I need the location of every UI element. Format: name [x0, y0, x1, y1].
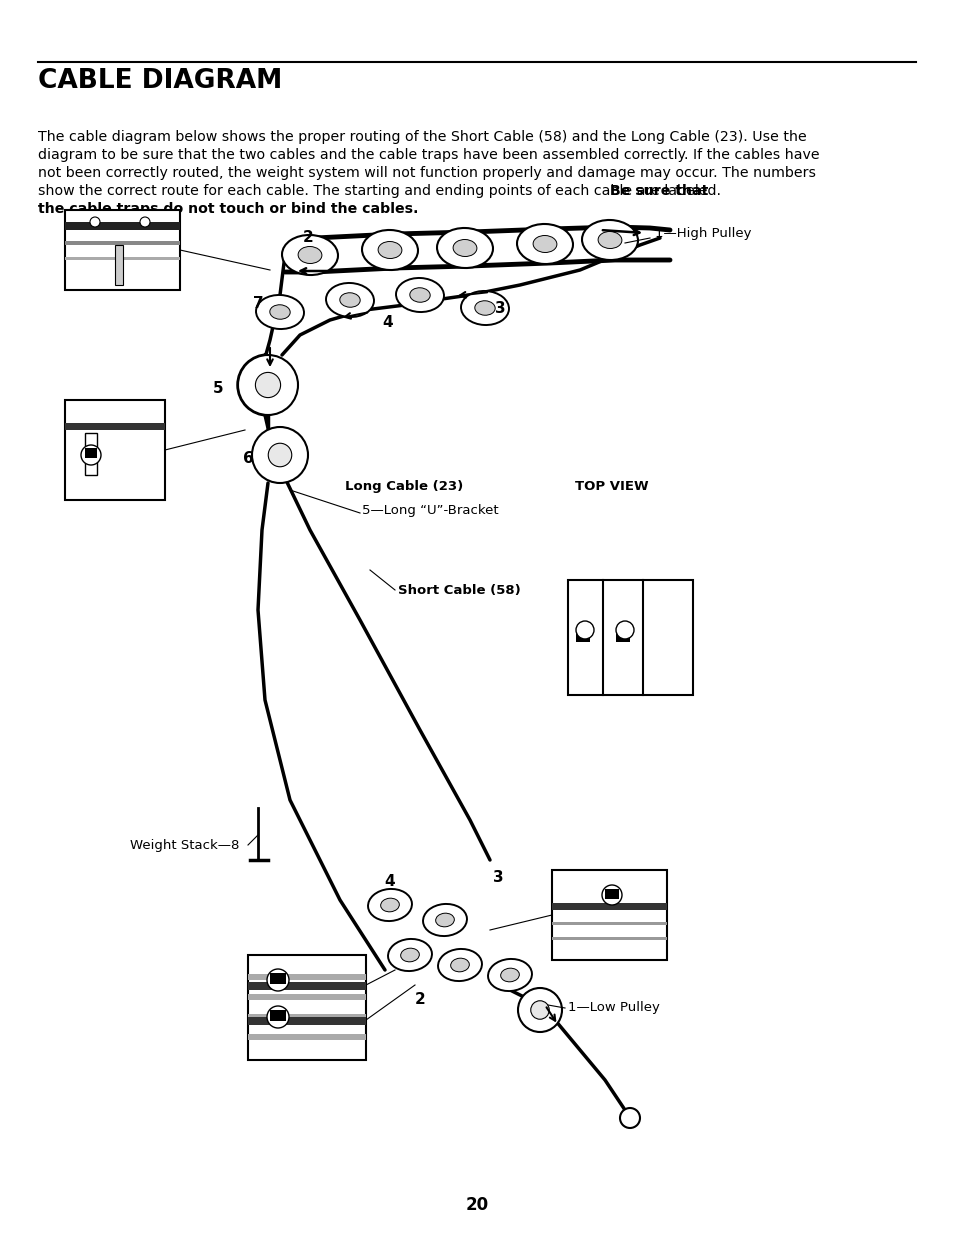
Ellipse shape	[282, 235, 337, 275]
Text: The cable diagram below shows the proper routing of the Short Cable (58) and the: The cable diagram below shows the proper…	[38, 130, 806, 144]
Ellipse shape	[436, 228, 493, 268]
Bar	[65, 257, 180, 261]
Bar	[65, 210, 180, 290]
Ellipse shape	[361, 230, 417, 270]
Bar	[552, 937, 666, 940]
Bar	[248, 994, 366, 1000]
Circle shape	[252, 427, 308, 483]
Ellipse shape	[255, 295, 304, 329]
Bar	[616, 632, 629, 642]
Text: 5—Long “U”-Bracket: 5—Long “U”-Bracket	[361, 504, 498, 516]
Circle shape	[81, 445, 101, 466]
Ellipse shape	[460, 291, 509, 325]
Text: 1—Low Pulley: 1—Low Pulley	[567, 1002, 659, 1014]
Bar	[248, 1014, 366, 1020]
Ellipse shape	[395, 278, 443, 312]
Bar	[552, 869, 666, 960]
Ellipse shape	[270, 305, 290, 319]
Circle shape	[237, 354, 297, 415]
Circle shape	[601, 885, 621, 905]
Bar	[85, 448, 97, 458]
Bar	[248, 974, 366, 981]
Ellipse shape	[410, 288, 430, 303]
Ellipse shape	[488, 958, 532, 990]
Ellipse shape	[453, 240, 476, 257]
Circle shape	[267, 969, 289, 990]
Text: 20: 20	[465, 1195, 488, 1214]
Bar	[248, 1016, 366, 1025]
Text: 3: 3	[492, 871, 503, 885]
Bar	[65, 222, 180, 230]
Text: 2: 2	[302, 230, 313, 245]
Ellipse shape	[533, 236, 557, 252]
Circle shape	[255, 373, 280, 398]
Ellipse shape	[388, 939, 432, 971]
Circle shape	[619, 1108, 639, 1128]
Ellipse shape	[450, 958, 469, 972]
Ellipse shape	[436, 913, 454, 926]
Bar	[604, 889, 618, 899]
Bar	[65, 424, 165, 430]
Bar	[567, 580, 692, 695]
Text: TOP VIEW: TOP VIEW	[575, 479, 648, 493]
Bar	[552, 903, 666, 910]
Circle shape	[576, 621, 594, 638]
Text: 4: 4	[382, 315, 393, 330]
Bar	[270, 1010, 286, 1021]
Ellipse shape	[400, 948, 419, 962]
Bar	[270, 973, 286, 984]
Text: 1—High Pulley: 1—High Pulley	[655, 226, 751, 240]
Ellipse shape	[377, 242, 401, 258]
Text: Long Cable (23): Long Cable (23)	[345, 479, 463, 493]
Bar	[85, 433, 97, 475]
Text: Weight Stack—8: Weight Stack—8	[130, 839, 239, 851]
Ellipse shape	[422, 904, 466, 936]
Text: diagram to be sure that the two cables and the cable traps have been assembled c: diagram to be sure that the two cables a…	[38, 148, 819, 162]
Text: 2: 2	[415, 993, 425, 1008]
Bar	[248, 982, 366, 990]
Ellipse shape	[326, 283, 374, 317]
Bar	[576, 632, 589, 642]
Text: the cable traps do not touch or bind the cables.: the cable traps do not touch or bind the…	[38, 203, 418, 216]
Ellipse shape	[297, 247, 321, 263]
Text: 4: 4	[384, 874, 395, 889]
Bar	[65, 400, 165, 500]
Ellipse shape	[598, 231, 621, 248]
Circle shape	[267, 1007, 289, 1028]
Bar	[248, 1034, 366, 1040]
Ellipse shape	[500, 968, 518, 982]
Ellipse shape	[475, 301, 495, 315]
Text: 3: 3	[495, 300, 505, 315]
Ellipse shape	[368, 889, 412, 921]
Ellipse shape	[517, 224, 573, 264]
Bar	[552, 923, 666, 925]
Text: show the correct route for each cable. The starting and ending points of each ca: show the correct route for each cable. T…	[38, 184, 724, 198]
Circle shape	[90, 217, 100, 227]
Circle shape	[530, 1000, 549, 1019]
Text: Short Cable (58): Short Cable (58)	[397, 583, 520, 597]
Text: 5: 5	[213, 380, 223, 395]
Text: 7: 7	[253, 295, 263, 310]
Text: CABLE DIAGRAM: CABLE DIAGRAM	[38, 68, 282, 94]
Bar	[115, 245, 123, 285]
Circle shape	[517, 988, 561, 1032]
Bar	[65, 241, 180, 245]
Circle shape	[268, 443, 292, 467]
Ellipse shape	[339, 293, 360, 308]
Ellipse shape	[581, 220, 638, 261]
Text: not been correctly routed, the weight system will not function properly and dama: not been correctly routed, the weight sy…	[38, 165, 815, 180]
Circle shape	[140, 217, 150, 227]
Text: Be sure that: Be sure that	[609, 184, 708, 198]
Ellipse shape	[380, 898, 399, 911]
Ellipse shape	[437, 948, 481, 981]
Bar	[248, 955, 366, 1060]
Circle shape	[616, 621, 634, 638]
Text: 6: 6	[242, 451, 253, 466]
